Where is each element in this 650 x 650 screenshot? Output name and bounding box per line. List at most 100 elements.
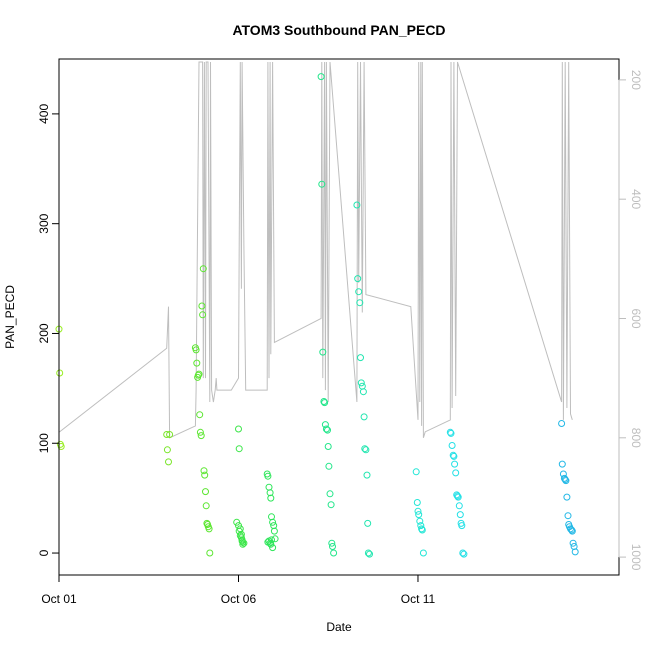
- scatter-points-layer: [55, 73, 579, 558]
- data-point: [364, 519, 372, 527]
- data-point: [446, 428, 454, 436]
- data-point: [237, 530, 245, 538]
- y-tick-label: 200: [37, 323, 51, 343]
- data-point: [357, 379, 365, 387]
- data-point: [240, 539, 248, 547]
- chart-title: ATOM3 Southbound PAN_PECD: [232, 22, 445, 38]
- data-point: [366, 550, 373, 558]
- data-point: [321, 399, 329, 407]
- data-point: [328, 539, 336, 547]
- data-point: [354, 275, 362, 283]
- data-point: [353, 201, 361, 209]
- data-point: [567, 525, 574, 533]
- data-point: [193, 359, 201, 367]
- y2-tick-label: 600: [629, 308, 643, 328]
- y-tick-label: 400: [37, 104, 51, 124]
- data-point: [264, 472, 272, 480]
- data-point: [569, 539, 577, 547]
- data-point: [326, 490, 334, 498]
- data-point: [450, 452, 458, 460]
- data-point: [447, 429, 455, 437]
- data-point: [449, 451, 457, 459]
- x-tick-label: Oct 06: [221, 592, 257, 606]
- data-point: [235, 445, 243, 453]
- data-point: [448, 442, 456, 449]
- data-point: [165, 458, 172, 466]
- y2-tick-label: 1000: [629, 544, 643, 571]
- data-point: [330, 549, 338, 557]
- data-point: [417, 522, 425, 530]
- data-point: [563, 493, 571, 501]
- data-point: [269, 544, 277, 552]
- data-point: [267, 494, 275, 502]
- data-point: [271, 535, 279, 543]
- data-point: [163, 446, 171, 454]
- data-point: [196, 411, 204, 419]
- data-point: [239, 540, 247, 548]
- data-point: [327, 501, 335, 509]
- data-point: [357, 354, 364, 362]
- data-point: [325, 462, 333, 470]
- data-point: [233, 518, 241, 526]
- data-point: [57, 443, 65, 450]
- data-point: [571, 548, 579, 556]
- data-point: [561, 476, 569, 483]
- data-point: [322, 425, 330, 433]
- x-axis-label: Date: [326, 620, 352, 634]
- data-point: [460, 550, 468, 558]
- data-point: [363, 471, 371, 479]
- data-point: [319, 348, 327, 356]
- data-point: [361, 445, 369, 453]
- data-point: [356, 299, 364, 307]
- data-point: [163, 431, 171, 438]
- data-point: [562, 477, 570, 485]
- data-point: [324, 426, 331, 434]
- data-point: [418, 525, 426, 533]
- data-point: [238, 537, 246, 545]
- data-point: [200, 467, 208, 475]
- data-point: [558, 460, 566, 468]
- data-point: [56, 369, 64, 377]
- data-point: [317, 73, 325, 81]
- data-point: [269, 518, 277, 526]
- data-point: [199, 265, 207, 273]
- data-point: [458, 522, 466, 530]
- pressure-line-layer: [59, 61, 573, 439]
- data-point: [360, 413, 368, 421]
- data-point: [413, 499, 421, 506]
- y2-tick-label: 200: [629, 70, 643, 90]
- data-point: [414, 507, 422, 515]
- data-point: [206, 549, 214, 557]
- y2-axis-pressure: 200 400 600 800 1000: [618, 70, 643, 571]
- data-point: [568, 526, 576, 534]
- data-point: [265, 483, 273, 491]
- x-tick-label: Oct 01: [41, 592, 77, 606]
- data-point: [198, 302, 206, 310]
- y2-tick-label: 800: [629, 428, 643, 448]
- plot-border: [58, 58, 620, 576]
- data-point: [455, 502, 463, 510]
- y-tick-label: 100: [37, 433, 51, 453]
- data-point: [201, 471, 209, 479]
- data-point: [454, 492, 461, 500]
- data-point: [324, 443, 332, 450]
- data-point: [202, 502, 210, 510]
- data-point: [329, 543, 336, 550]
- data-point: [270, 527, 278, 535]
- data-point: [202, 488, 209, 496]
- x-tick-label: Oct 11: [401, 592, 436, 606]
- pressure-line: [59, 61, 573, 439]
- data-point: [459, 549, 467, 557]
- data-point: [197, 432, 205, 440]
- data-point: [268, 536, 275, 544]
- y-tick-label: 0: [37, 549, 51, 556]
- y-axis: 0 100 200 300 400: [37, 104, 60, 556]
- data-point: [166, 431, 174, 438]
- y2-tick-label: 400: [629, 189, 643, 209]
- data-point: [454, 493, 462, 501]
- data-point: [205, 525, 213, 533]
- data-point: [564, 512, 572, 520]
- data-point: [268, 513, 275, 521]
- data-point: [568, 527, 576, 535]
